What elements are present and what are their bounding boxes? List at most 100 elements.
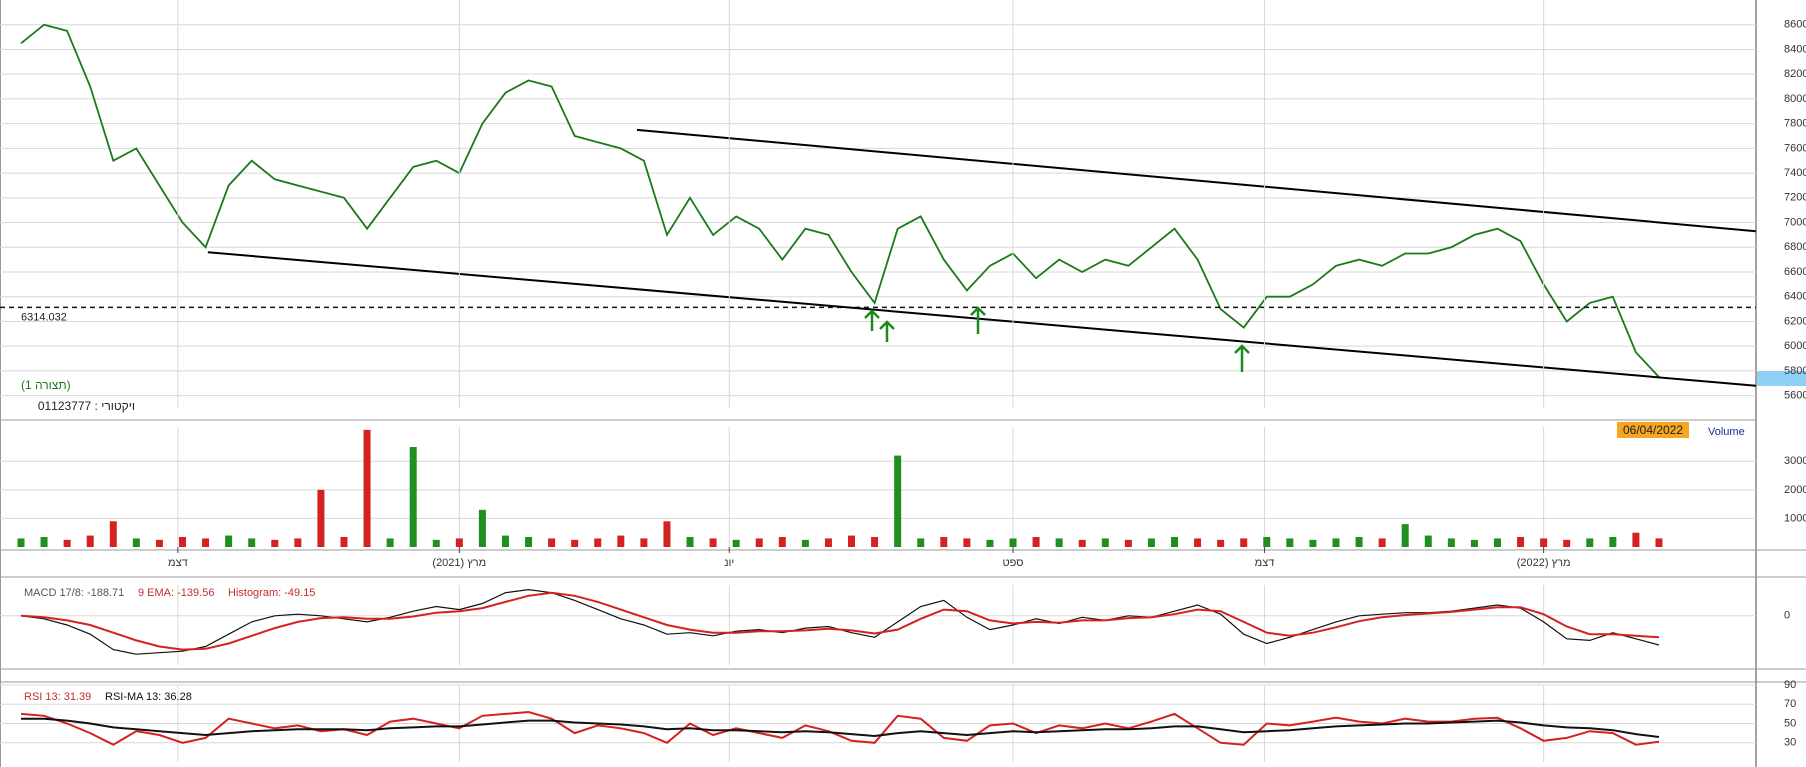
instrument-label: ויקטורי : 01123777 — [38, 399, 135, 413]
volume-bar — [1009, 538, 1017, 547]
x-tick-label: מרץ (2021) — [432, 557, 486, 569]
volume-bar — [478, 509, 486, 547]
y-tick-label: 30000 — [1784, 455, 1806, 467]
data-line — [20, 710, 1660, 746]
volume-bar — [709, 538, 717, 547]
volume-bar — [63, 539, 71, 547]
x-tick-label: מרץ (2022) — [1517, 557, 1571, 569]
volume-bar — [848, 535, 856, 547]
volume-bar — [640, 538, 648, 547]
volume-bar — [248, 538, 256, 547]
y-tick-label: 7400 — [1784, 167, 1806, 179]
x-tick-label: ספט — [1003, 557, 1024, 569]
volume-bar — [1147, 538, 1155, 547]
volume-bar — [1493, 538, 1501, 547]
y-tick-label: 6200 — [1784, 315, 1806, 327]
volume-bar — [824, 538, 832, 547]
volume-bar — [525, 537, 533, 547]
volume-bar — [1194, 538, 1202, 547]
volume-bar — [202, 538, 210, 547]
volume-bar — [1309, 539, 1317, 547]
volume-bar — [732, 539, 740, 547]
legend-entry: MACD 17/8: -188.71 — [24, 587, 124, 599]
volume-bar — [386, 538, 394, 547]
y-tick-label: 10000 — [1784, 512, 1806, 524]
x-tick-label: דצמ — [1255, 557, 1275, 569]
y-tick-label: 30 — [1784, 737, 1796, 749]
volume-bar — [86, 535, 94, 547]
volume-bar — [501, 535, 509, 547]
volume-bar — [778, 537, 786, 547]
y-tick-label: 20000 — [1784, 484, 1806, 496]
volume-bar — [1424, 535, 1432, 547]
y-tick-label: 6800 — [1784, 241, 1806, 253]
volume-bar — [225, 535, 233, 547]
y-tick-label: 7000 — [1784, 216, 1806, 228]
volume-bar — [1240, 538, 1248, 547]
arrow — [970, 306, 986, 334]
volume-bar — [17, 538, 25, 547]
volume-bar — [1563, 539, 1571, 547]
volume-bar — [432, 539, 440, 547]
volume-bar — [1632, 532, 1640, 547]
volume-bar — [1378, 538, 1386, 547]
volume-bar — [317, 489, 325, 547]
y-tick-label: 8400 — [1784, 43, 1806, 55]
volume-bar — [155, 539, 163, 547]
arrow — [879, 320, 895, 342]
y-tick-label: 7800 — [1784, 118, 1806, 130]
volume-bar — [917, 538, 925, 547]
volume-bar — [1609, 537, 1617, 547]
volume-bar — [617, 535, 625, 547]
x-tick-label: יונ — [724, 557, 734, 569]
volume-bar — [986, 539, 994, 547]
volume-bar — [940, 537, 948, 547]
volume-bar — [1217, 539, 1225, 547]
volume-bar — [686, 537, 694, 547]
volume-bar — [271, 539, 279, 547]
data-line — [20, 23, 1660, 378]
volume-bar — [571, 539, 579, 547]
x-tick-label: דצמ — [168, 557, 188, 569]
data-line — [21, 717, 1660, 738]
volume-bar — [1447, 538, 1455, 547]
volume-bar — [40, 537, 48, 547]
date-label: 06/04/2022 — [1623, 423, 1683, 437]
y-tick-label: 8000 — [1784, 93, 1806, 105]
histogram-label: Histogram: -49.15 — [228, 587, 315, 599]
volume-bar — [132, 538, 140, 547]
date-box — [1617, 422, 1689, 438]
arrows — [864, 306, 1250, 372]
legend-entry: RSI-MA 13: 36.28 — [105, 691, 192, 703]
price-marker — [1757, 371, 1806, 386]
volume-bar — [1286, 538, 1294, 547]
volume-bar — [1540, 538, 1548, 547]
volume-bar — [1055, 538, 1063, 547]
volume-bar — [1332, 538, 1340, 547]
volume-bar — [894, 455, 902, 547]
volume-bar — [801, 539, 809, 547]
volume-bar — [1101, 538, 1109, 547]
legend-entry: RSI 13: 31.39 — [24, 691, 91, 703]
trend-line — [636, 128, 1756, 233]
volume-bar — [294, 538, 302, 547]
volume-bar — [594, 538, 602, 547]
level-label: 6314.032 — [21, 311, 67, 323]
y-tick-label: 6400 — [1784, 291, 1806, 303]
volume-bar — [109, 521, 117, 547]
y-tick-label: 6000 — [1784, 340, 1806, 352]
y-tick-label: 50 — [1784, 717, 1796, 729]
volume-bar — [455, 538, 463, 547]
volume-bar — [871, 537, 879, 547]
volume-bar — [548, 538, 556, 547]
volume-bar — [363, 429, 371, 547]
data-line — [20, 591, 1660, 651]
arrow — [864, 309, 880, 331]
trend-line — [207, 251, 1756, 387]
volume-bar — [340, 537, 348, 547]
y-tick-label: 8600 — [1784, 19, 1806, 31]
volume-label: Volume — [1708, 426, 1745, 438]
y-tick-label: 0 — [1784, 610, 1790, 622]
